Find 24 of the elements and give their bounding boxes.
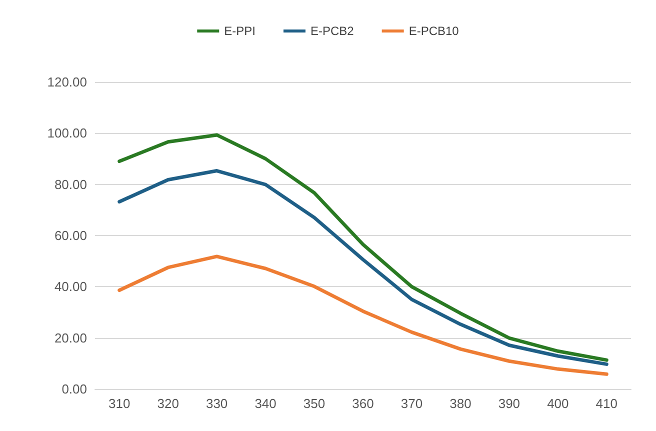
legend-label: E-PCB10 xyxy=(408,24,460,38)
y-tick-label: 20.00 xyxy=(54,330,87,346)
x-tick-label: 330 xyxy=(206,396,228,411)
y-tick-label: 60.00 xyxy=(54,228,87,243)
x-tick-label: 320 xyxy=(157,396,179,411)
legend-label: E-PPI xyxy=(224,24,256,38)
x-tick-label: 350 xyxy=(303,396,326,411)
x-tick-label: 360 xyxy=(352,396,374,411)
x-tick-label: 310 xyxy=(108,396,130,411)
line-series xyxy=(118,169,608,366)
x-tick-label: 340 xyxy=(254,396,276,411)
y-tick-label: 40.00 xyxy=(54,279,87,294)
x-tick-label: 380 xyxy=(450,396,472,411)
y-tick-label: 0.00 xyxy=(62,382,87,396)
x-tick-label: 390 xyxy=(498,396,520,411)
x-tick-label: 370 xyxy=(400,396,423,411)
legend-label: E-PCB2 xyxy=(310,24,354,38)
line-series xyxy=(118,254,608,376)
x-tick-label: 400 xyxy=(547,396,569,411)
y-tick-label: 80.00 xyxy=(54,176,87,192)
x-tick-label: 410 xyxy=(596,396,618,411)
y-tick-label: 100.00 xyxy=(47,126,87,141)
line-series xyxy=(118,133,608,362)
y-tick-label: 120.00 xyxy=(47,74,87,90)
